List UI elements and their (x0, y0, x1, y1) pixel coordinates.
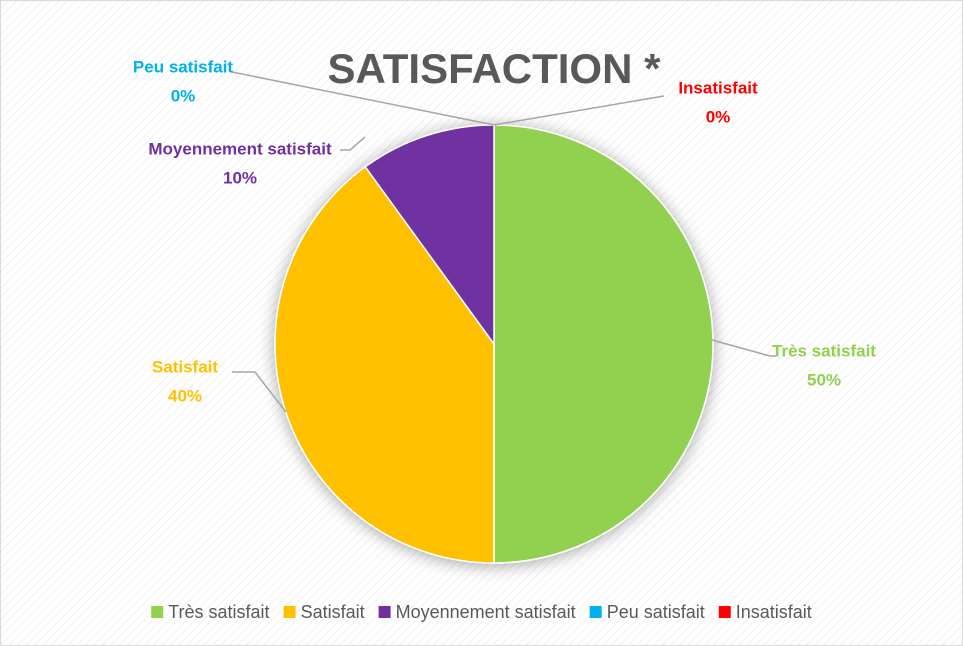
legend-swatch (718, 606, 731, 618)
leader-line (340, 136, 366, 151)
pie (274, 124, 714, 564)
data-label-name: Insatisfait (678, 78, 758, 97)
data-label-value: 10% (223, 168, 257, 187)
legend-swatch (378, 606, 391, 618)
data-label-name: Satisfait (152, 357, 218, 376)
data-label-name: Peu satisfait (133, 57, 233, 76)
data-label-value: 40% (168, 386, 202, 405)
data-label-name: Très satisfait (772, 341, 876, 360)
pie-slice (493, 124, 714, 564)
data-label-value: 50% (807, 370, 841, 389)
legend-label: Peu satisfait (607, 602, 705, 622)
legend-label: Satisfait (301, 602, 365, 622)
legend-swatch (283, 606, 296, 618)
legend-label: Insatisfait (736, 602, 812, 622)
leader-line (231, 71, 495, 126)
legend-label: Très satisfait (168, 602, 269, 622)
leader-line (232, 371, 287, 413)
legend-label: Moyennement satisfait (396, 602, 576, 622)
leader-line (493, 95, 665, 126)
chart-title: SATISFACTION * (328, 45, 662, 92)
data-label-value: 0% (706, 107, 731, 126)
pie-slice (364, 124, 495, 347)
data-label-name: Moyennement satisfait (148, 139, 332, 158)
leader-line (711, 339, 776, 357)
legend-swatch (151, 606, 164, 618)
legend-swatch (589, 606, 602, 618)
data-label-value: 0% (171, 86, 196, 105)
